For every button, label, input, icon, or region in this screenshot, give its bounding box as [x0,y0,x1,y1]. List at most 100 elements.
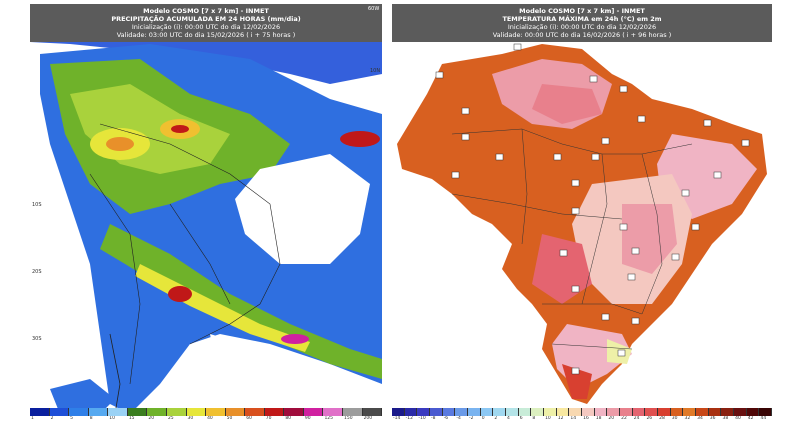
temp-colorbar-label: 24 [633,416,640,421]
lat-label-20s: 20S [32,269,42,275]
temp-colorbar-label: 18 [595,416,602,421]
temp-colorbar-swatch [632,408,646,416]
temp-colorbar-label: 2 [494,416,498,421]
precip-colorbar-swatch [206,408,226,416]
temp-colorbar-swatch [480,408,494,416]
temperature-header: Modelo COSMO [7 x 7 km] - INMET TEMPERAT… [392,4,772,42]
temp-colorbar-swatch [455,408,469,416]
temp-colorbar-swatch [607,408,621,416]
precip-title-model: Modelo COSMO [7 x 7 km] - INMET [143,7,269,15]
temp-colorbar-swatch [493,408,507,416]
precip-colorbar-label: 200 [363,416,373,421]
precip-colorbar-swatch [30,408,50,416]
temp-colorbar-swatch [442,408,456,416]
precip-colorbar-label: 2 [50,416,54,421]
temp-colorbar-label: 36 [709,416,716,421]
precip-colorbar-swatch [225,408,246,416]
temp-colorbar-label: 44 [760,416,767,421]
temp-colorbar-swatch [468,408,481,416]
temp-colorbar-label: 30 [671,416,678,421]
temp-colorbar-swatch [417,408,431,416]
temp-colorbar-swatch [658,408,671,416]
temp-colorbar-swatch [721,408,735,416]
precip-colorbar-label: 50 [226,416,233,421]
precip-colorbar-label: 90 [304,416,311,421]
temp-colorbar-label: 10 [545,416,551,421]
precip-colorbar-label: 25 [167,416,174,421]
temp-colorbar-label: 38 [722,416,729,421]
precipitation-header: Modelo COSMO [7 x 7 km] - INMET PRECIPIT… [30,4,382,42]
temp-colorbar-swatch [734,408,747,416]
precip-colorbar-swatch [323,408,343,416]
temp-colorbar-label: -12 [405,416,414,421]
temperature-colorbar: -14 -12 -10 -8 -6 -4 -2 0 2 4 6 8 10 12 14 16 18 20 22 24 26… [392,408,772,424]
precip-colorbar-swatch [49,408,70,416]
temp-colorbar-label: 20 [608,416,615,421]
precip-colorbar-swatch [88,408,109,416]
temp-title-valid: Validade: 00:00 UTC do dia 16/02/2026 ( … [492,31,672,39]
lat-label-right: 10N [370,68,381,74]
lat-label-30s: 30S [32,336,42,342]
temp-colorbar-swatch [404,408,418,416]
precip-colorbar-swatch [264,408,285,416]
precip-colorbar-label: 60 [246,416,252,421]
precip-colorbar-label: 30 [187,416,194,421]
temp-colorbar-label: 12 [557,416,564,421]
precipitation-colorbar: 1 2 5 8 10 15 20 25 30 40 50 60 70 80 90 125 150 200 [30,408,382,424]
precip-colorbar-swatch [166,408,187,416]
temp-colorbar-label: 42 [747,416,754,421]
temperature-map-panel: Modelo COSMO [7 x 7 km] - INMET TEMPERAT… [392,4,772,424]
precip-colorbar-label: 15 [128,416,135,421]
temp-colorbar-label: -8 [431,416,436,421]
temp-colorbar-swatch [430,408,443,416]
precip-colorbar-swatches [30,408,382,416]
lon-label-top-right: 60W [368,6,380,12]
precipitation-map-panel: Modelo COSMO [7 x 7 km] - INMET PRECIPIT… [30,4,382,424]
temp-colorbar-label: 26 [646,416,653,421]
precip-colorbar-swatch [284,408,304,416]
temp-colorbar-swatch [759,408,772,416]
temp-colorbar-label: 28 [659,416,665,421]
precip-title-variable: PRECIPITAÇÃO ACUMULADA EM 24 HORAS (mm/d… [111,15,301,23]
temp-colorbar-label: 22 [621,416,627,421]
precip-colorbar-swatch [343,408,363,416]
precip-colorbar-label: 40 [207,416,213,421]
temp-colorbar-swatches [392,408,772,416]
temp-colorbar-label: -2 [469,416,474,421]
temp-colorbar-swatch [569,408,583,416]
precip-colorbar-swatch [127,408,148,416]
precip-colorbar-swatch [245,408,265,416]
precip-colorbar-swatch [147,408,167,416]
precip-colorbar-label: 1 [31,416,34,421]
temp-colorbar-swatch [620,408,633,416]
temp-colorbar-swatch [708,408,722,416]
precip-colorbar-label: 20 [148,416,155,421]
temp-colorbar-label: -10 [418,416,426,421]
temp-colorbar-label: 8 [532,416,536,421]
temp-colorbar-swatch [645,408,659,416]
precip-colorbar-label: 5 [70,416,73,421]
temp-colorbar-swatch [696,408,709,416]
temp-colorbar-label: 40 [735,416,741,421]
precip-title-valid: Validade: 03:00 UTC do dia 15/02/2026 ( … [116,31,296,39]
temp-colorbar-label: 4 [507,416,510,421]
precip-colorbar-swatch [69,408,89,416]
temp-colorbar-swatch [544,408,557,416]
temp-colorbar-swatch [582,408,595,416]
precip-colorbar-label: 70 [265,416,272,421]
temp-colorbar-swatch [594,408,608,416]
temp-colorbar-label: 6 [519,416,523,421]
precip-colorbar-swatch [108,408,128,416]
temp-colorbar-label: -14 [393,416,401,421]
temp-colorbar-swatch [670,408,684,416]
precip-colorbar-swatch [186,408,207,416]
temp-title-model: Modelo COSMO [7 x 7 km] - INMET [519,7,645,15]
precip-colorbar-swatch [362,408,382,416]
temp-colorbar-label: 34 [697,416,703,421]
temp-colorbar-label: 14 [570,416,577,421]
temp-title-variable: TEMPERATURA MÁXIMA em 24h (°C) em 2m [502,15,662,23]
temp-colorbar-label: -4 [456,416,461,421]
lat-label-10s: 10S [32,202,42,208]
temp-colorbar-swatch [506,408,519,416]
precip-colorbar-label: 8 [89,416,93,421]
